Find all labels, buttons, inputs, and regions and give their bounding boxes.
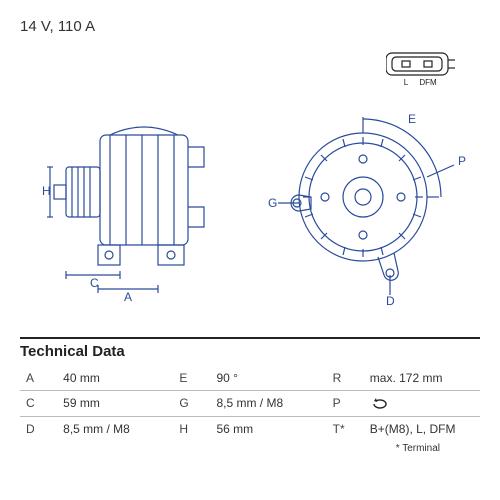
cell-key: C — [20, 391, 57, 417]
cell-key: R — [327, 366, 364, 391]
dim-p: P — [458, 154, 466, 168]
cell-val — [364, 391, 480, 417]
connector-label-l: L — [404, 78, 409, 87]
cell-key: T* — [327, 416, 364, 441]
front-view: E P G D — [255, 87, 480, 327]
dim-g: G — [268, 196, 277, 210]
tech-data-title: Technical Data — [20, 343, 480, 360]
table-row: D 8,5 mm / M8 H 56 mm T* B+(M8), L, DFM — [20, 416, 480, 441]
cell-key: E — [173, 366, 210, 391]
table-row: C 59 mm G 8,5 mm / M8 P — [20, 391, 480, 417]
side-view: H C A — [20, 87, 245, 327]
dim-a: A — [124, 290, 132, 304]
cell-key: A — [20, 366, 57, 391]
cell-key: G — [173, 391, 210, 417]
cell-key: H — [173, 416, 210, 441]
cell-val: 56 mm — [210, 416, 326, 441]
cell-val: 8,5 mm / M8 — [210, 391, 326, 417]
spec-line: 14 V, 110 A — [20, 18, 480, 35]
cell-key: D — [20, 416, 57, 441]
cell-val: 59 mm — [57, 391, 173, 417]
connector-label-dfm: DFM — [419, 78, 437, 87]
cell-val: max. 172 mm — [364, 366, 480, 391]
tech-data-table: A 40 mm E 90 ° R max. 172 mm C 59 mm G 8… — [20, 366, 480, 441]
dim-h: H — [42, 184, 51, 198]
dim-d: D — [386, 294, 395, 307]
connector-row: L DFM — [20, 43, 480, 87]
connector-icon: L DFM — [386, 47, 460, 87]
table-row: A 40 mm E 90 ° R max. 172 mm — [20, 366, 480, 391]
rotation-icon — [370, 397, 390, 411]
cell-val: 40 mm — [57, 366, 173, 391]
cell-key: P — [327, 391, 364, 417]
cell-val: B+(M8), L, DFM — [364, 416, 480, 441]
dim-e: E — [408, 112, 416, 126]
page: 14 V, 110 A L DFM — [0, 0, 500, 500]
footnote: * Terminal — [20, 443, 480, 454]
cell-val: 90 ° — [210, 366, 326, 391]
dim-c: C — [90, 276, 99, 290]
section-rule — [20, 337, 480, 339]
cell-val: 8,5 mm / M8 — [57, 416, 173, 441]
drawings-area: H C A — [20, 87, 480, 327]
